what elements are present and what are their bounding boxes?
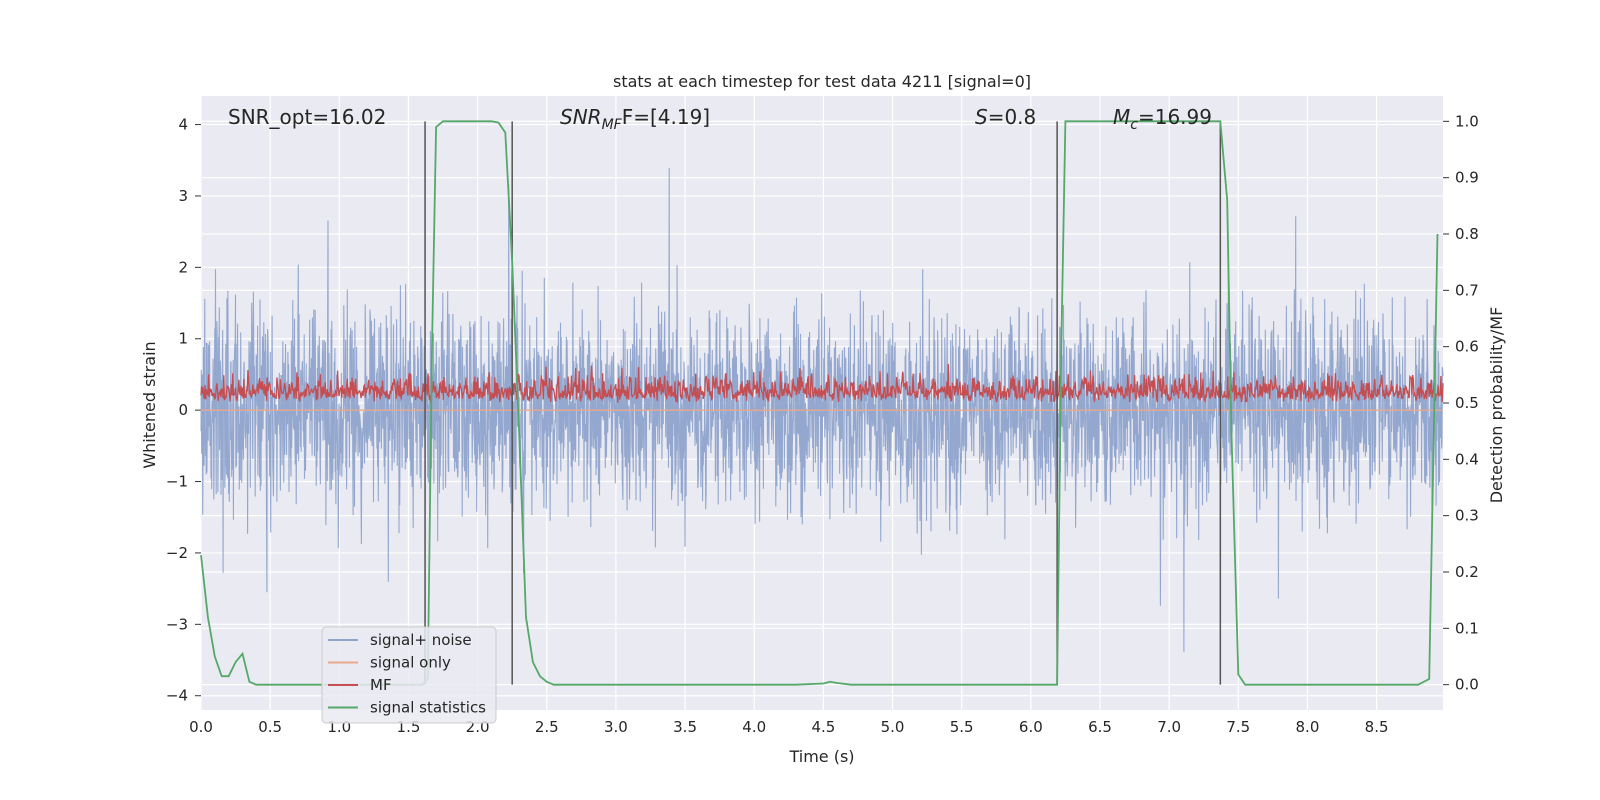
snr-mf-subscript: MF	[602, 117, 623, 133]
annotation-snr-opt: SNR_opt=16.02	[228, 105, 386, 129]
s-var: S	[975, 105, 988, 129]
x-tick-label: 4.5	[811, 718, 835, 736]
x-tick-label: 0.5	[258, 718, 282, 736]
legend-label: signal only	[370, 654, 451, 672]
signal-noise-line	[200, 167, 1444, 653]
mc-subscript: c	[1130, 117, 1138, 133]
x-tick-label: 6.5	[1088, 718, 1112, 736]
x-tick-label: 2.5	[535, 718, 559, 736]
left-y-tick-label: 4	[178, 116, 188, 134]
mf-series	[200, 363, 1444, 404]
left-y-tick-label: 1	[178, 330, 188, 348]
legend-box	[321, 626, 497, 724]
signal-statistics-series	[200, 120, 1439, 686]
left-y-tick-label: −3	[166, 615, 188, 633]
right-y-tick-labels: 1.0 0.9 0.8 0.7 0.6 0.5 0.4 0.3 0.2 0.1 0.0	[1455, 112, 1479, 693]
snr-mf-main: SNR	[560, 105, 602, 129]
chart-title: stats at each timestep for test data 421…	[613, 72, 1031, 91]
legend-label: signal statistics	[370, 699, 486, 717]
left-y-tick-label: 0	[178, 401, 188, 419]
mc-rest: =16.99	[1138, 105, 1212, 129]
left-y-tick-label: −4	[166, 687, 188, 705]
annotation-snr-mf: SNRMFF=[4.19]	[560, 105, 710, 133]
mf-line	[200, 363, 1444, 404]
right-y-tick-label: 0.4	[1455, 450, 1479, 468]
x-tick-label: 7.5	[1226, 718, 1250, 736]
right-y-tick-label: 0.1	[1455, 619, 1479, 637]
right-y-tick-label: 0.7	[1455, 281, 1479, 299]
right-y-axis-label: Detection probability/MF	[1487, 307, 1506, 504]
right-y-tick-label: 0.8	[1455, 225, 1479, 243]
legend-label: signal+ noise	[370, 631, 472, 649]
x-tick-label: 3.5	[673, 718, 697, 736]
vertical-markers	[424, 121, 1222, 685]
x-tick-label: 7.0	[1157, 718, 1181, 736]
legend-label: MF	[370, 676, 392, 694]
x-tick-label: 5.5	[950, 718, 974, 736]
mc-main: M	[1113, 105, 1130, 129]
left-y-tick-label: 3	[178, 187, 188, 205]
right-y-tick-label: 0.6	[1455, 338, 1479, 356]
x-tick-label: 8.0	[1296, 718, 1320, 736]
left-y-tick-label: −1	[166, 473, 188, 491]
left-y-tick-label: 2	[178, 258, 188, 276]
x-tick-label: 4.0	[742, 718, 766, 736]
annotation-mc: Mc=16.99	[1113, 105, 1212, 133]
left-y-axis-label: Whitened strain	[140, 341, 159, 468]
x-tick-label: 8.5	[1365, 718, 1389, 736]
signal-statistics-line	[200, 120, 1439, 686]
left-y-tick-label: −2	[166, 544, 188, 562]
signal-noise-series	[200, 167, 1444, 653]
x-axis-label: Time (s)	[788, 747, 854, 766]
snr-mf-rest: F=[4.19]	[622, 105, 710, 129]
right-y-tick-label: 0.3	[1455, 507, 1479, 525]
right-y-tick-label: 0.9	[1455, 169, 1479, 187]
right-y-tick-label: 0.2	[1455, 563, 1479, 581]
x-tick-label: 0.0	[189, 718, 213, 736]
right-y-tick-label: 0.5	[1455, 394, 1479, 412]
annotation-s: S=0.8	[975, 105, 1036, 129]
x-tick-label: 3.0	[604, 718, 628, 736]
right-y-tick-label: 0.0	[1455, 676, 1479, 694]
s-rest: =0.8	[988, 105, 1037, 129]
right-y-tick-label: 1.0	[1455, 112, 1479, 130]
x-tick-label: 5.0	[881, 718, 905, 736]
legend: signal+ noise signal only MF signal statist…	[321, 626, 497, 724]
x-tick-label: 6.0	[1019, 718, 1043, 736]
left-y-tick-labels: 4 3 2 1 0 −1 −2 −3 −4	[166, 116, 188, 705]
